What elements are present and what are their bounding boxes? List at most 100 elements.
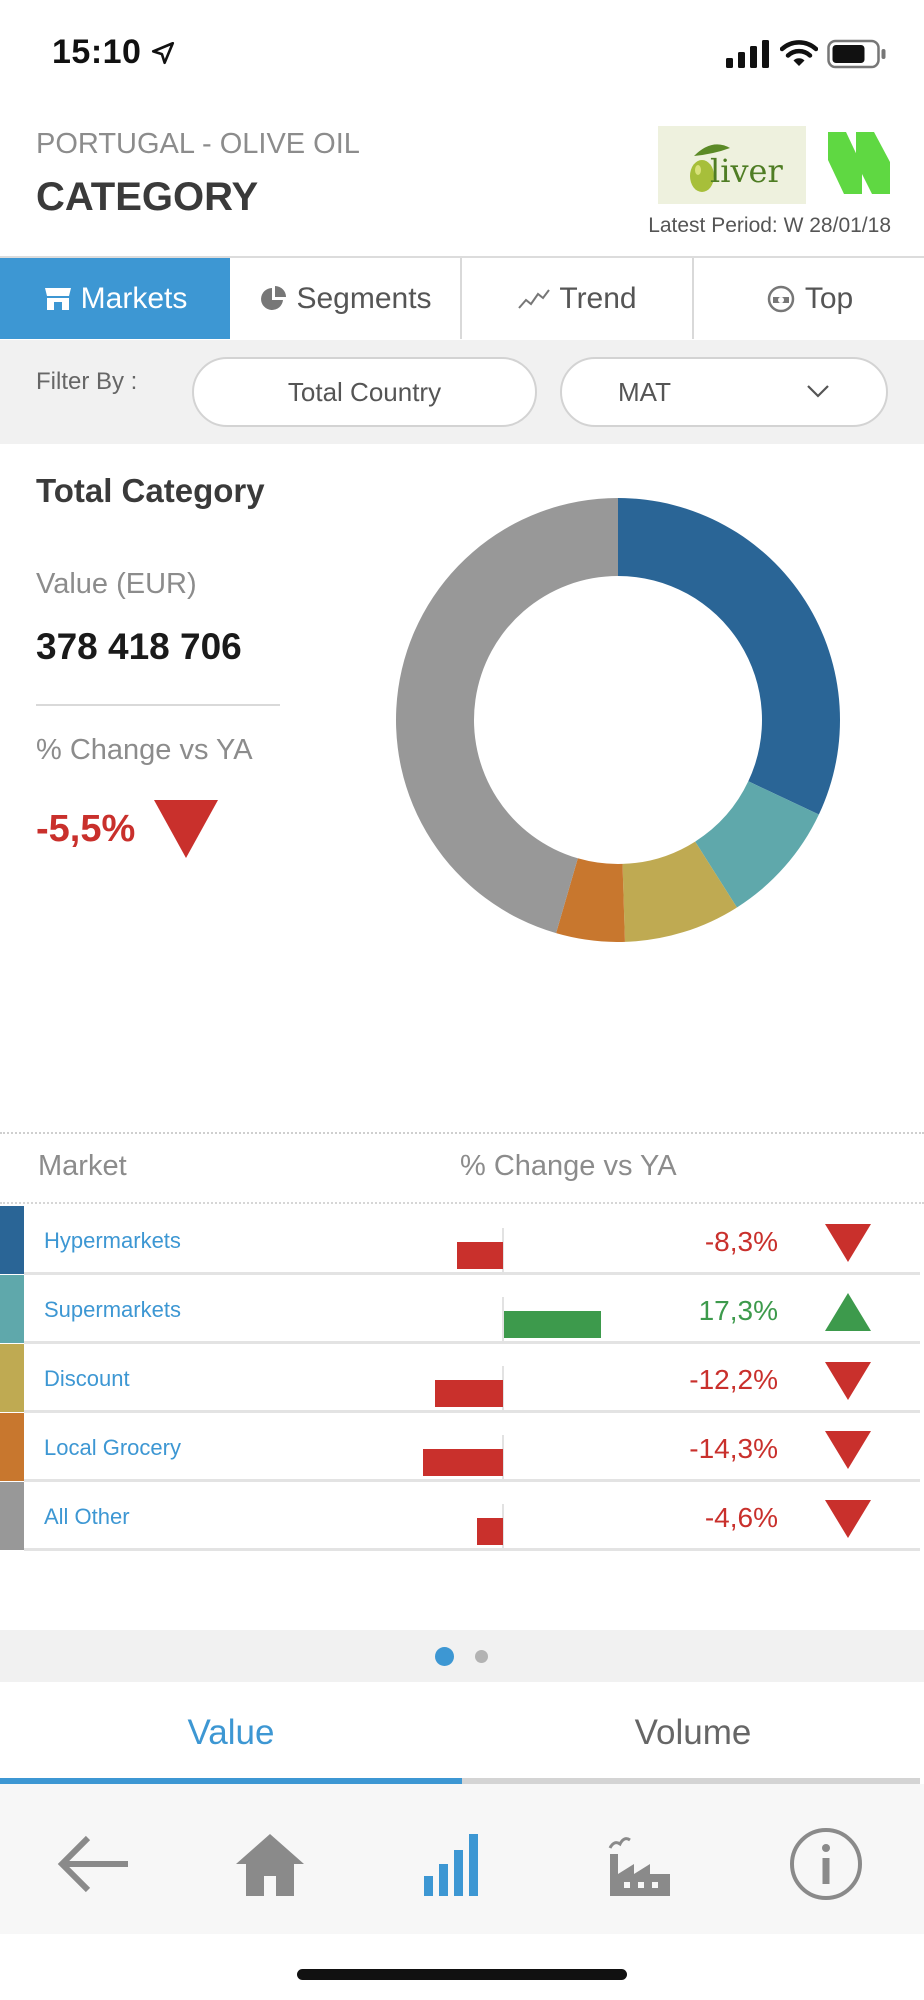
summary-title: Total Category (36, 472, 265, 509)
tab-label: Trend (559, 281, 637, 315)
row-change-value: -12,2% (689, 1364, 778, 1395)
column-header-market: Market (38, 1150, 127, 1182)
row-change-bar (477, 1518, 503, 1545)
down-triangle-icon (154, 800, 218, 858)
row-market-name[interactable]: Local Grocery (44, 1435, 181, 1460)
total-value: 378 418 706 (36, 626, 242, 667)
battery-icon (827, 39, 886, 69)
donut-slice-local-grocery[interactable] (556, 858, 625, 942)
donut-slice-hypermarkets[interactable] (618, 498, 840, 815)
down-triangle-icon (825, 1224, 871, 1262)
table-row[interactable]: Local Grocery -14,3% (0, 1413, 924, 1482)
status-time: 15:10 (52, 33, 142, 71)
section-divider (0, 1132, 924, 1134)
row-zero-axis (502, 1366, 504, 1413)
row-zero-axis (502, 1297, 504, 1344)
table-header: Market % Change vs YA (0, 1134, 924, 1202)
tab-top[interactable]: Top (694, 258, 924, 339)
summary-divider (36, 704, 280, 706)
total-change: -5,5% (36, 808, 136, 850)
row-color-swatch (0, 1482, 24, 1550)
main-tabs: Markets Segments Trend Top (0, 258, 924, 339)
donut-chart (396, 498, 840, 942)
period-select[interactable]: MAT (560, 357, 888, 427)
table-row[interactable]: All Other -4,6% (0, 1482, 924, 1551)
donut-slice-all-other[interactable] (396, 498, 618, 934)
tab-trend[interactable]: Trend (462, 258, 694, 339)
tab-label: Markets (80, 281, 188, 315)
donut-slice-supermarkets[interactable] (695, 781, 819, 908)
donut-slice-discount[interactable] (622, 841, 737, 942)
tab-value[interactable]: Value (187, 1713, 275, 1752)
page-title: CATEGORY (36, 175, 259, 219)
row-market-name[interactable]: Supermarkets (44, 1297, 181, 1322)
home-icon[interactable] (230, 1824, 310, 1904)
row-divider (24, 1479, 920, 1482)
value-label: Value (EUR) (36, 568, 197, 600)
status-bar: 15:10 (0, 0, 924, 110)
cell-signal-icon (726, 40, 769, 68)
table-row[interactable]: Hypermarkets -8,3% (0, 1206, 924, 1275)
bottom-nav (0, 1784, 924, 1934)
latest-period: Latest Period: W 28/01/18 (648, 214, 891, 237)
row-divider (24, 1341, 920, 1344)
country-filter-button[interactable]: Total Country (192, 357, 537, 427)
row-color-swatch (0, 1206, 24, 1274)
page-indicator (0, 1630, 924, 1682)
row-change-bar (456, 1242, 503, 1269)
filter-label: Filter By : (36, 368, 138, 395)
back-arrow-icon[interactable] (54, 1824, 134, 1904)
change-label: % Change vs YA (36, 734, 253, 766)
row-divider (24, 1272, 920, 1275)
row-change-value: -14,3% (689, 1433, 778, 1464)
measure-tabs: Value Volume (0, 1682, 924, 1784)
market-table: Hypermarkets -8,3% Supermarkets 17,3% Discou… (0, 1206, 924, 1551)
tab-markets[interactable]: Markets (0, 258, 230, 339)
table-row[interactable]: Supermarkets 17,3% (0, 1275, 924, 1344)
chevron-down-icon (807, 385, 829, 398)
info-icon[interactable] (786, 1824, 866, 1904)
row-color-swatch (0, 1344, 24, 1412)
row-change-bar (434, 1380, 503, 1407)
header-divider (0, 1202, 924, 1204)
top-icon (767, 285, 795, 312)
row-change-value: -8,3% (704, 1226, 778, 1257)
row-change-bar (422, 1449, 503, 1476)
page-dot[interactable] (475, 1650, 488, 1663)
row-color-swatch (0, 1275, 24, 1343)
tab-segments[interactable]: Segments (230, 258, 462, 339)
header-divider (0, 256, 924, 258)
store-icon (44, 287, 71, 310)
row-color-swatch (0, 1413, 24, 1481)
tab-volume[interactable]: Volume (634, 1713, 752, 1752)
up-triangle-icon (825, 1293, 871, 1331)
olive-icon (690, 144, 730, 192)
row-change-value: 17,3% (698, 1295, 778, 1326)
row-divider (24, 1410, 920, 1413)
row-change-bar (504, 1311, 601, 1338)
down-triangle-icon (825, 1362, 871, 1400)
header-subtitle: PORTUGAL - OLIVE OIL (36, 128, 360, 160)
tab-label: Top (804, 281, 854, 315)
column-header-change: % Change vs YA (460, 1150, 677, 1182)
tab-underline (462, 1778, 920, 1784)
row-zero-axis (502, 1228, 504, 1275)
row-market-name[interactable]: Hypermarkets (44, 1228, 181, 1253)
down-triangle-icon (825, 1500, 871, 1538)
bar-chart-icon[interactable] (414, 1824, 494, 1904)
row-divider (24, 1548, 920, 1551)
row-market-name[interactable]: All Other (44, 1504, 130, 1529)
filter-bar: Filter By : Total Country MAT (0, 340, 924, 444)
page-dot-active[interactable] (435, 1647, 454, 1666)
factory-icon[interactable] (600, 1824, 680, 1904)
home-indicator (297, 1969, 627, 1980)
down-triangle-icon (825, 1431, 871, 1469)
row-market-name[interactable]: Discount (44, 1366, 130, 1391)
trend-icon (518, 288, 551, 309)
tab-underline-active (0, 1778, 462, 1784)
table-row[interactable]: Discount -12,2% (0, 1344, 924, 1413)
row-zero-axis (502, 1435, 504, 1482)
wifi-icon (780, 40, 818, 66)
location-arrow-icon (151, 41, 175, 65)
oliver-logo: liver (658, 126, 806, 204)
